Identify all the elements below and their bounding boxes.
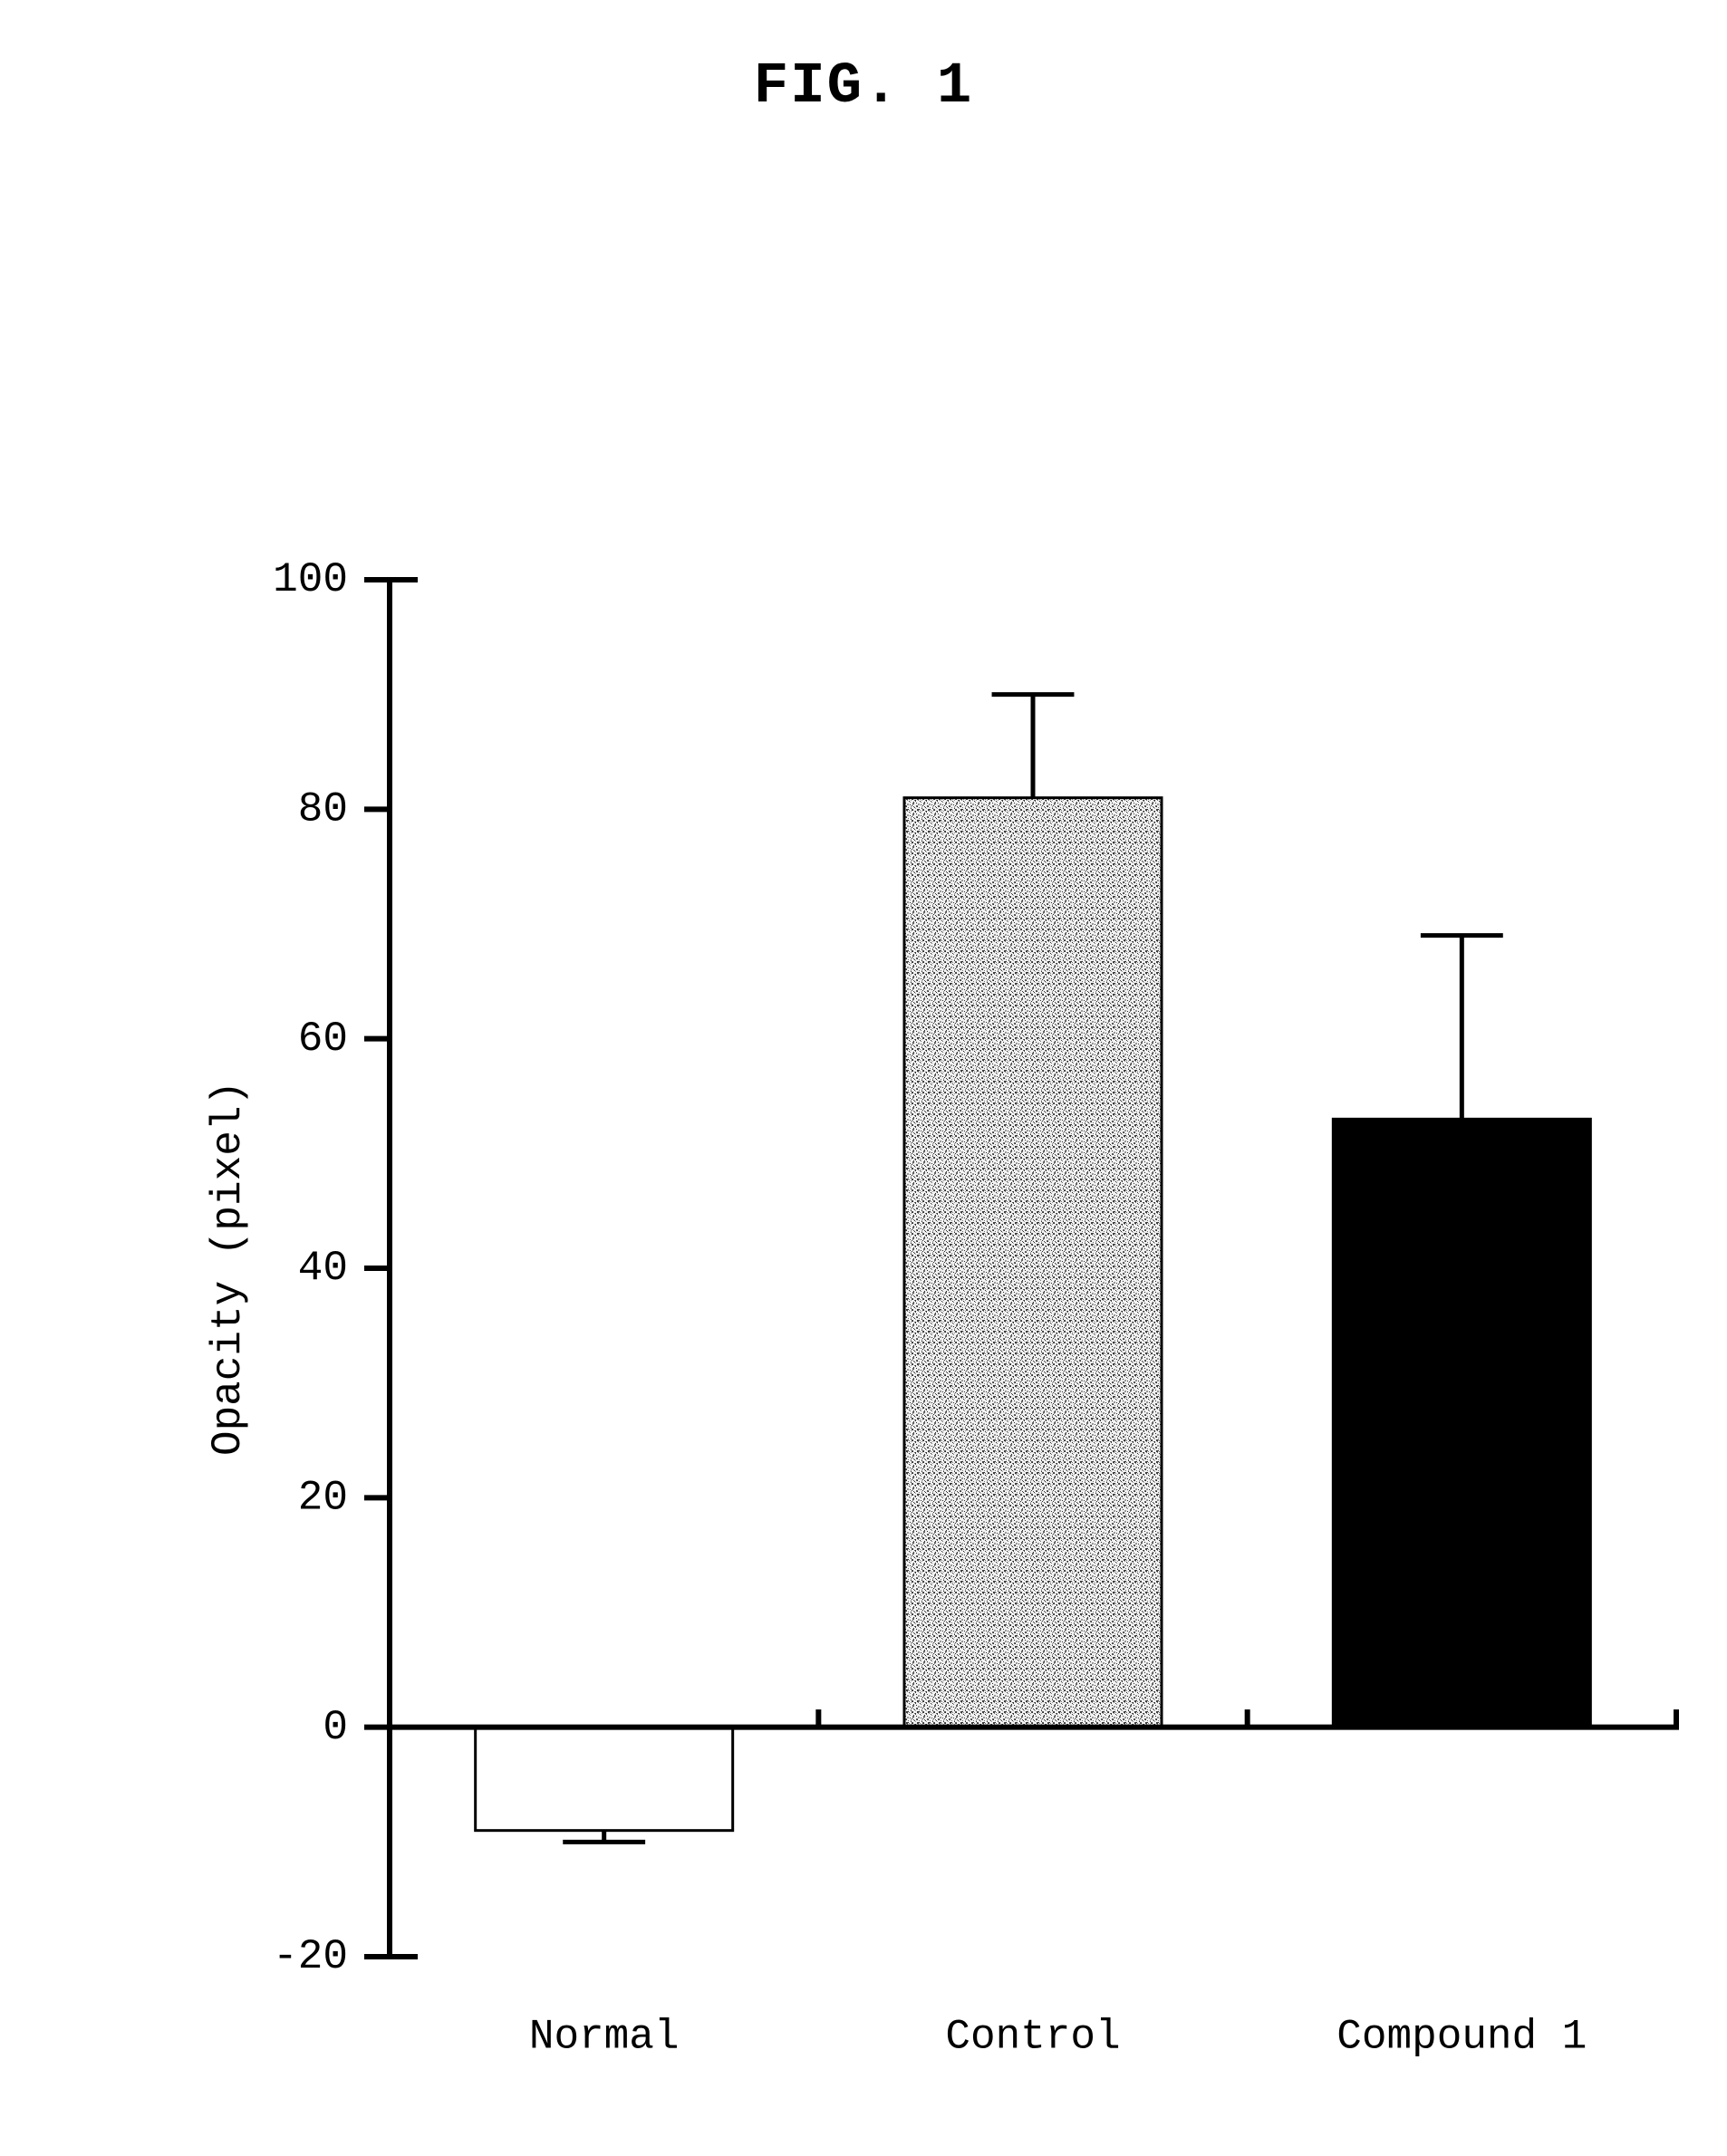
figure-title: FIG. 1 [0,54,1727,120]
ytick-label: 0 [323,1704,348,1751]
ytick-label: 60 [298,1015,348,1063]
ytick-label: 100 [273,556,348,603]
category-label: Compound 1 [1336,2013,1587,2060]
bar-control [904,798,1162,1728]
y-axis-label: Opacity (pixel) [205,1081,252,1456]
category-label: Control [945,2013,1120,2060]
bar-normal [476,1728,733,1831]
ytick-label: 80 [298,785,348,833]
ytick-label: 40 [298,1245,348,1292]
bar-compound-1 [1333,1119,1590,1727]
category-label: Normal [529,2013,680,2060]
chart-container: -20 0 20 40 60 80 100 Normal Control Compound 1 Op… [118,236,1727,2156]
ytick-label: -20 [273,1933,348,1980]
page: FIG. 1 -20 0 20 40 60 80 100 Normal Control Compo… [0,0,1727,2082]
opacity-bar-chart: -20 0 20 40 60 80 100 Normal Control Compound 1 Op… [118,236,1727,2156]
ytick-label: 20 [298,1474,348,1521]
